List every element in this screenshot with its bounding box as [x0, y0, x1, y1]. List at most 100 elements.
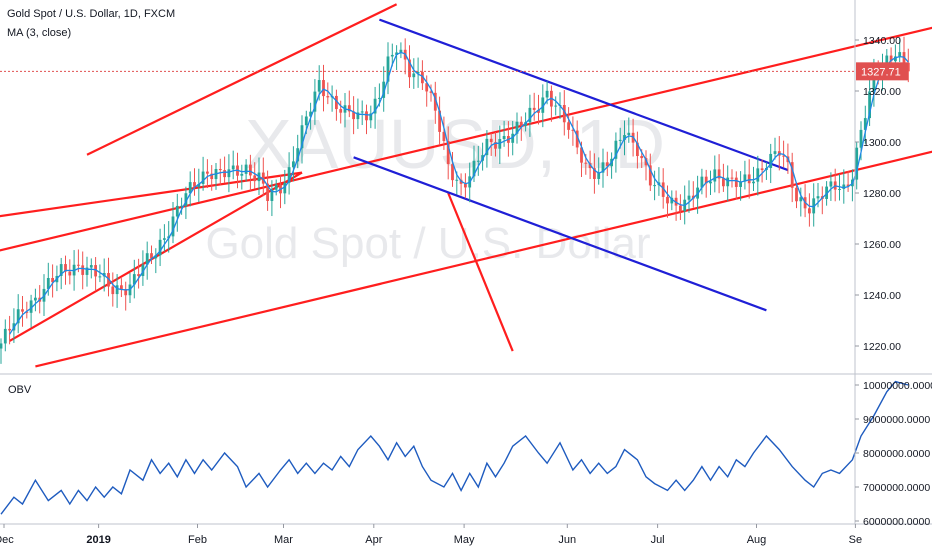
- candle-body[interactable]: [636, 142, 639, 157]
- candle-body[interactable]: [433, 92, 437, 111]
- candle-body[interactable]: [132, 274, 136, 285]
- candle-body[interactable]: [627, 132, 631, 136]
- candle-body[interactable]: [661, 182, 665, 197]
- candle-body[interactable]: [782, 155, 785, 157]
- candle-body[interactable]: [292, 161, 295, 168]
- candle-body[interactable]: [201, 171, 205, 184]
- candle-body[interactable]: [360, 111, 364, 113]
- candle-body[interactable]: [825, 186, 828, 199]
- candle-body[interactable]: [425, 83, 429, 92]
- candle-body[interactable]: [68, 271, 72, 276]
- candle-body[interactable]: [231, 165, 235, 170]
- candle-body[interactable]: [240, 173, 244, 176]
- candle-body[interactable]: [816, 196, 820, 199]
- candle-body[interactable]: [567, 122, 570, 130]
- candle-body[interactable]: [808, 208, 811, 214]
- candle-body[interactable]: [640, 156, 644, 159]
- candle-body[interactable]: [141, 264, 145, 277]
- candle-body[interactable]: [382, 81, 386, 98]
- trendline-red-2[interactable]: [35, 83, 932, 368]
- candle-body[interactable]: [790, 162, 794, 188]
- candle-body[interactable]: [261, 172, 265, 184]
- trendline-red-5[interactable]: [447, 192, 514, 352]
- candle-body[interactable]: [197, 183, 201, 187]
- candle-body[interactable]: [623, 135, 626, 140]
- candle-body[interactable]: [713, 169, 717, 182]
- trendline-blue-6[interactable]: [379, 18, 789, 172]
- ma-indicator-label[interactable]: MA (3, close): [7, 27, 72, 39]
- candle-body[interactable]: [59, 264, 63, 276]
- candle-body[interactable]: [666, 196, 669, 204]
- candle-body[interactable]: [77, 264, 80, 266]
- candle-body[interactable]: [8, 328, 11, 331]
- candle-body[interactable]: [442, 131, 446, 141]
- candle-body[interactable]: [266, 183, 269, 201]
- candle-body[interactable]: [670, 197, 674, 204]
- candle-body[interactable]: [679, 205, 682, 212]
- symbol-title[interactable]: Gold Spot / U.S. Dollar, 1D, FXCM: [7, 8, 176, 20]
- candle-body[interactable]: [313, 91, 317, 112]
- candle-body[interactable]: [502, 136, 506, 140]
- candle-body[interactable]: [838, 188, 841, 190]
- candle-body[interactable]: [515, 121, 519, 134]
- candle-body[interactable]: [593, 168, 596, 179]
- candle-body[interactable]: [287, 167, 291, 183]
- candle-body[interactable]: [89, 265, 93, 268]
- candle-body[interactable]: [795, 187, 798, 202]
- candle-body[interactable]: [46, 278, 50, 289]
- candle-body[interactable]: [898, 52, 902, 57]
- candle-body[interactable]: [528, 107, 532, 123]
- candle-body[interactable]: [618, 139, 622, 141]
- candle-body[interactable]: [193, 182, 196, 187]
- candle-body[interactable]: [365, 111, 368, 121]
- candle-body[interactable]: [206, 171, 209, 174]
- candle-body[interactable]: [386, 56, 390, 82]
- candle-body[interactable]: [687, 195, 691, 200]
- candle-body[interactable]: [554, 105, 558, 107]
- candle-body[interactable]: [451, 164, 454, 181]
- candle-body[interactable]: [519, 121, 523, 126]
- trendline-red-0[interactable]: [0, 171, 303, 219]
- candle-body[interactable]: [322, 80, 325, 97]
- candle-body[interactable]: [145, 253, 149, 265]
- candle-body[interactable]: [0, 343, 3, 349]
- candle-body[interactable]: [339, 109, 343, 113]
- candle-body[interactable]: [446, 140, 450, 165]
- candle-body[interactable]: [717, 169, 721, 179]
- candle-body[interactable]: [597, 172, 601, 179]
- candle-body[interactable]: [653, 185, 656, 187]
- candle-body[interactable]: [85, 267, 89, 275]
- candle-body[interactable]: [184, 193, 188, 206]
- candle-body[interactable]: [472, 160, 476, 177]
- candle-body[interactable]: [94, 265, 97, 277]
- candle-body[interactable]: [317, 80, 321, 92]
- candle-body[interactable]: [249, 164, 252, 176]
- trendline-blue-7[interactable]: [353, 156, 767, 312]
- candle-body[interactable]: [842, 184, 846, 189]
- candle-body[interactable]: [296, 148, 300, 162]
- candle-body[interactable]: [416, 71, 420, 74]
- candle-body[interactable]: [29, 300, 33, 313]
- candle-body[interactable]: [571, 129, 575, 131]
- candle-body[interactable]: [747, 174, 751, 184]
- candle-body[interactable]: [210, 173, 214, 180]
- candle-body[interactable]: [489, 138, 493, 143]
- candle-body[interactable]: [227, 169, 231, 178]
- candle-body[interactable]: [3, 328, 7, 344]
- candle-body[interactable]: [175, 205, 179, 217]
- candle-body[interactable]: [722, 178, 725, 187]
- candle-body[interactable]: [700, 176, 704, 188]
- candle-body[interactable]: [335, 95, 338, 110]
- candle-body[interactable]: [244, 164, 248, 174]
- candle-body[interactable]: [704, 176, 708, 184]
- candle-body[interactable]: [16, 309, 20, 324]
- candle-body[interactable]: [352, 111, 355, 120]
- candle-body[interactable]: [455, 179, 459, 181]
- candle-body[interactable]: [270, 189, 274, 201]
- candle-body[interactable]: [773, 151, 777, 154]
- candle-body[interactable]: [476, 160, 480, 162]
- candle-body[interactable]: [309, 111, 312, 117]
- candle-body[interactable]: [872, 74, 876, 92]
- candle-body[interactable]: [855, 147, 859, 180]
- candle-body[interactable]: [429, 91, 433, 93]
